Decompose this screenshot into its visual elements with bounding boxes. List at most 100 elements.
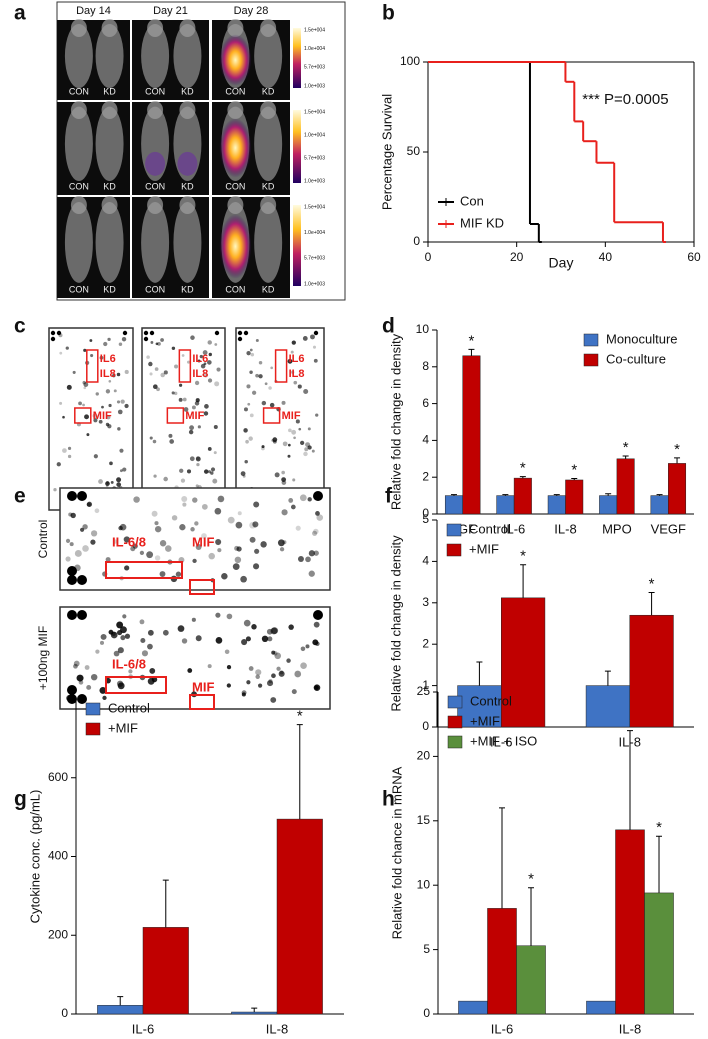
spot: [116, 372, 121, 377]
spot: [279, 547, 285, 552]
mouse-head: [179, 101, 196, 119]
panel-letter: d: [382, 315, 395, 338]
x-tick-label: IL-6: [503, 521, 525, 536]
spot: [243, 407, 248, 412]
spot: [246, 384, 251, 389]
mouse-label: KD: [181, 181, 194, 191]
spot: [313, 550, 319, 556]
spot: [248, 666, 254, 671]
mouse-label: CON: [225, 86, 245, 96]
ref-spot: [50, 336, 56, 342]
box-label: MIF: [192, 534, 214, 549]
spot: [168, 433, 173, 438]
spot: [195, 635, 202, 642]
spot: [133, 496, 140, 503]
spot: [217, 548, 222, 553]
spot: [84, 665, 90, 670]
spot: [202, 350, 208, 355]
spot: [89, 339, 93, 342]
x-tick-label: 60: [687, 250, 701, 264]
mouse: [95, 106, 124, 182]
bar: [650, 495, 669, 515]
x-tick-label: VEGF: [651, 521, 686, 536]
spot: [271, 673, 276, 679]
mouse-head: [101, 101, 118, 119]
spot: [98, 479, 103, 484]
spot: [276, 666, 281, 671]
error-bar: [520, 564, 527, 598]
error-bar: [450, 494, 457, 496]
spot: [109, 461, 113, 466]
spot: [213, 425, 218, 430]
spot: [86, 684, 92, 690]
spot: [93, 454, 98, 459]
spot: [274, 652, 282, 660]
significance: *: [469, 332, 475, 349]
mouse-label: CON: [225, 284, 245, 294]
spot: [241, 690, 247, 696]
mouse-head: [227, 101, 244, 119]
y-axis-title: Cytokine conc. (pg/mL): [27, 790, 42, 924]
legend-label: +MIF: [469, 541, 499, 556]
highlight-box: [274, 349, 288, 383]
spot: [281, 470, 285, 475]
spot: [86, 501, 93, 507]
x-tick-label: IL-8: [266, 1021, 288, 1036]
spot: [121, 337, 127, 342]
spot: [80, 527, 85, 532]
mouse: [173, 202, 202, 283]
panel-letter: b: [382, 2, 395, 25]
colorbar-label: 5.7e+003: [304, 65, 325, 71]
error-bar: [656, 494, 663, 496]
legend-swatch: [85, 722, 101, 736]
legend-label: +MIF + ISO: [470, 733, 537, 748]
spot: [213, 451, 217, 455]
spot: [118, 342, 123, 346]
significance: *: [674, 441, 680, 458]
spot: [119, 448, 124, 453]
mouse-head: [147, 101, 164, 119]
mouse-label: KD: [103, 86, 116, 96]
spot: [312, 639, 319, 646]
spot: [207, 340, 212, 345]
mouse-label: CON: [69, 284, 89, 294]
spot: [116, 477, 122, 483]
spot: [189, 425, 195, 431]
spot: [94, 508, 100, 514]
bar: [629, 614, 674, 728]
spot: [287, 454, 291, 458]
legend-swatch: [446, 523, 462, 537]
spot: [157, 342, 161, 346]
column-label: Day 28: [234, 5, 269, 17]
ref-spot: [77, 694, 87, 704]
spot: [288, 443, 291, 447]
spot: [300, 440, 305, 446]
x-tick-label: IL-6: [132, 1021, 154, 1036]
spot: [149, 668, 156, 674]
spot: [113, 650, 120, 657]
spot: [62, 448, 67, 453]
spot: [305, 556, 311, 563]
ref-spot: [67, 694, 77, 704]
spot: [234, 556, 242, 564]
spot: [235, 521, 243, 529]
signal: [219, 118, 252, 178]
spot: [116, 400, 121, 404]
mouse-label: KD: [262, 284, 275, 294]
spot: [290, 504, 296, 510]
mouse: [64, 106, 93, 182]
spot: [302, 336, 308, 341]
highlight-box: [105, 676, 167, 694]
panel-letter: c: [14, 315, 26, 338]
ref-spot: [50, 330, 56, 336]
spot: [102, 695, 107, 701]
spot: [314, 685, 319, 690]
spot: [216, 367, 221, 372]
y-axis-title: Relative fold change in density: [388, 535, 403, 712]
bar: [276, 818, 323, 1015]
spot: [56, 462, 61, 467]
colorbar-label: 5.7e+003: [304, 256, 325, 262]
spot: [252, 521, 259, 528]
spot: [110, 631, 118, 639]
spot: [107, 337, 111, 342]
